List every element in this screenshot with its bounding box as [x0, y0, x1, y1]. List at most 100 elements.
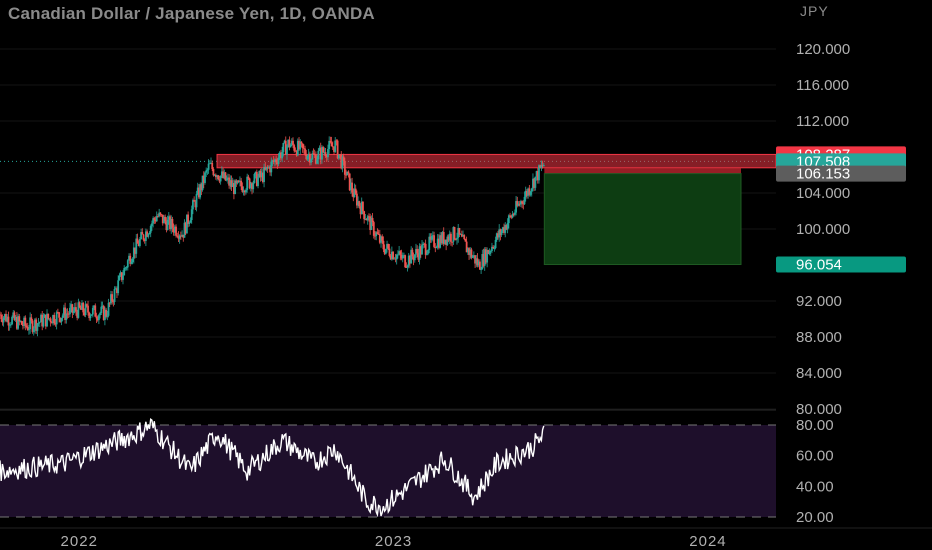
candle-body: [56, 312, 59, 314]
candle-body: [110, 294, 112, 304]
candle-body: [538, 165, 540, 181]
candle-body: [258, 171, 261, 178]
candle-body: [305, 154, 308, 160]
candle-body: [299, 141, 302, 150]
candle-body: [176, 235, 179, 237]
candle-body: [427, 249, 429, 254]
candle-body: [135, 238, 138, 254]
price-tag-label: 96.054: [796, 257, 842, 274]
candle-body: [446, 236, 449, 245]
candle-body: [419, 246, 422, 255]
price-tick-label: 116.000: [796, 77, 849, 94]
candle-body: [224, 172, 227, 181]
candle-body: [236, 180, 239, 184]
candle-body: [371, 217, 374, 223]
candle-body: [399, 251, 402, 255]
candle-body: [153, 218, 156, 220]
candle-body: [441, 231, 444, 244]
price-axis[interactable]: 120.000 116.000 112.000 104.000 100.000 92.00…: [776, 0, 932, 550]
candle-body: [481, 254, 484, 270]
candle-body: [323, 152, 326, 153]
candle-body: [83, 312, 86, 316]
candle-body: [394, 258, 397, 260]
candle-body: [288, 139, 291, 148]
candle-body: [132, 247, 135, 259]
candle-body: [489, 250, 492, 252]
candle-body: [147, 234, 150, 237]
candle-body: [82, 302, 85, 313]
candle-body: [160, 214, 163, 216]
candle-body: [302, 148, 305, 149]
candle-body: [353, 188, 356, 198]
candle-body: [193, 200, 196, 202]
candle-body: [300, 141, 303, 144]
candle-body: [440, 235, 443, 244]
candle-body: [182, 234, 185, 238]
candle-body: [386, 243, 388, 249]
candle-body: [405, 267, 408, 268]
candle-body: [372, 222, 375, 236]
time-axis[interactable]: 2022 2023 2024: [0, 527, 932, 550]
candle-body: [287, 139, 290, 146]
candle-body: [241, 186, 244, 192]
candle-body: [422, 243, 425, 245]
candle-body: [117, 280, 120, 294]
candle-body: [438, 238, 440, 248]
candle-body: [503, 227, 505, 233]
candle-body: [70, 304, 73, 308]
candle-body: [404, 255, 407, 268]
candle-body: [421, 244, 423, 255]
candle-body: [212, 169, 215, 176]
candle-body: [122, 275, 124, 280]
candle-body: [337, 154, 340, 159]
candle-body: [540, 165, 543, 168]
candle-body: [469, 249, 472, 255]
candle-body: [535, 171, 538, 177]
candle-body: [31, 320, 34, 332]
candle-body: [465, 241, 468, 253]
candle-body: [417, 253, 420, 260]
candle-body: [257, 177, 259, 186]
candle-body: [59, 317, 62, 322]
candle-body: [474, 255, 476, 264]
candle-body: [52, 315, 54, 324]
candle-body: [216, 175, 218, 178]
candle-body: [13, 312, 16, 321]
candle-body: [37, 322, 40, 324]
candle-body: [161, 214, 164, 224]
candle-body: [229, 180, 232, 186]
candle-body: [519, 201, 522, 205]
candle-body: [492, 246, 495, 249]
candle-body: [146, 231, 149, 237]
candle-body: [360, 201, 363, 215]
candle-body: [23, 317, 26, 326]
candle-body: [342, 156, 345, 161]
candle-body: [362, 201, 364, 212]
candle-body: [44, 314, 47, 327]
candle-body: [269, 166, 271, 173]
candle-body: [219, 175, 222, 182]
candle-body: [511, 214, 514, 218]
candle-body: [352, 192, 355, 198]
candle-body: [2, 317, 5, 323]
candle-body: [464, 238, 467, 242]
candle-body: [442, 231, 445, 244]
candle-body: [498, 229, 501, 238]
candle-body: [63, 307, 65, 316]
rsi-pane: [0, 418, 776, 518]
candle-body: [458, 228, 461, 235]
candle-body: [35, 319, 38, 331]
candle-body: [253, 173, 256, 183]
candle-body: [336, 140, 339, 159]
candle-body: [412, 256, 415, 261]
candle-body: [248, 178, 251, 189]
candle-body: [234, 180, 237, 194]
candle-body: [112, 301, 115, 303]
candle-body: [28, 329, 30, 331]
candle-body: [7, 316, 10, 326]
candle-body: [201, 175, 204, 191]
candle-body: [113, 289, 116, 303]
candle-body: [308, 153, 311, 163]
